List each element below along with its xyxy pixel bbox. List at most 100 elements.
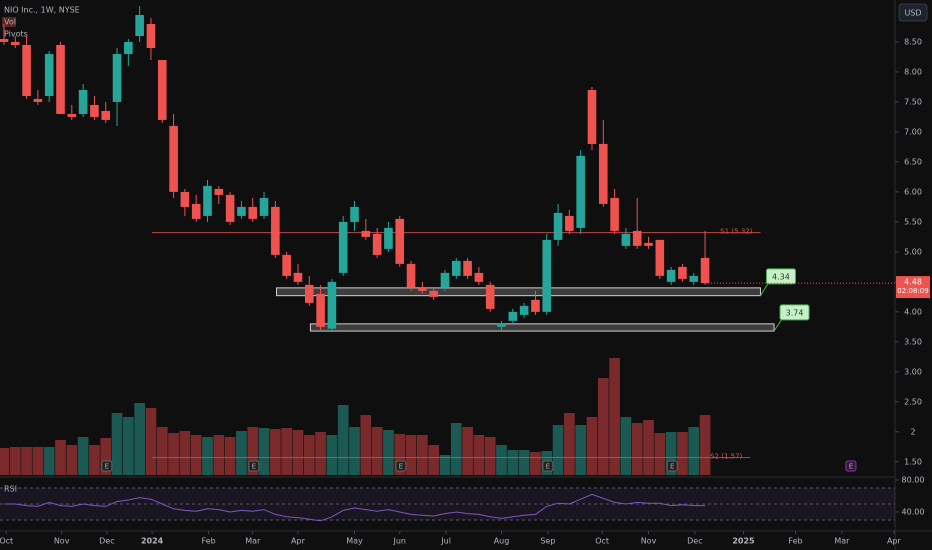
volume-bar <box>43 447 55 475</box>
volume-bar <box>473 435 485 475</box>
volume-bar <box>315 432 326 475</box>
x-tick-label: Oct <box>0 537 13 546</box>
volume-bar <box>100 438 112 475</box>
pivot-label: S1 (5.32) <box>720 228 752 236</box>
candle-body <box>440 272 450 288</box>
candle-body <box>203 185 212 216</box>
volume-bar <box>236 431 247 475</box>
y-tick-label: 8.50 <box>904 37 922 46</box>
candle-body <box>112 53 122 102</box>
candle-body <box>361 230 371 237</box>
candle-body <box>418 287 427 291</box>
volume-bar <box>202 437 213 475</box>
zone-tag <box>779 304 810 321</box>
event-label: E <box>252 463 256 471</box>
volume-bar <box>122 417 134 475</box>
x-tick-label: Mar <box>834 537 850 546</box>
volume-bar <box>609 358 620 475</box>
volume-bar <box>77 437 89 475</box>
candle-body <box>180 191 190 207</box>
indicator-chip <box>2 17 16 27</box>
volume-bar <box>0 448 10 475</box>
volume-bar <box>281 428 293 475</box>
event-label: E <box>849 463 853 471</box>
zone-connector <box>773 318 783 332</box>
candle-body <box>531 299 540 312</box>
candle-body <box>406 263 416 288</box>
rsi-tick-label: 40.00 <box>902 508 925 517</box>
candle-body <box>214 188 224 195</box>
candle-body <box>689 275 699 282</box>
event-marker <box>845 460 857 472</box>
volume-bar <box>507 450 519 475</box>
pivot-label: S2 (1.57) <box>710 453 742 461</box>
candle-body <box>485 284 495 309</box>
rsi-line <box>4 493 706 522</box>
volume-bar <box>258 428 270 475</box>
candle-body <box>576 155 585 228</box>
volume-bar <box>439 455 451 475</box>
y-tick-label: 3.50 <box>904 337 922 346</box>
rsi-tick-label: 80.00 <box>902 476 925 485</box>
candle-body <box>191 203 201 219</box>
candle-body <box>169 125 178 192</box>
event-marker <box>542 460 554 472</box>
event-label: E <box>546 463 550 471</box>
y-tick-label: 7.00 <box>904 127 922 136</box>
x-tick-label: Nov <box>641 537 657 546</box>
currency-label[interactable]: USD <box>904 9 921 18</box>
candle-body <box>271 206 280 255</box>
candle-body <box>621 233 631 246</box>
volume-bar <box>326 435 338 475</box>
volume-bar <box>450 423 462 475</box>
volume-bar <box>66 445 78 475</box>
y-tick-label: 8.00 <box>904 67 922 76</box>
currency-button[interactable] <box>898 3 928 22</box>
volume-bar <box>337 405 349 475</box>
x-tick-label: 2025 <box>732 537 755 546</box>
support-zone <box>275 287 761 297</box>
volume-bar <box>371 427 383 475</box>
chart-title: NIO Inc., 1W, NYSE <box>4 6 80 15</box>
y-tick-label: 2 <box>910 427 915 436</box>
candle-body <box>429 290 438 297</box>
event-marker <box>101 460 113 472</box>
y-tick-label: 1.50 <box>904 457 922 466</box>
volume-bar <box>190 435 202 475</box>
event-marker <box>666 460 678 472</box>
volume-bar <box>89 445 100 475</box>
candle-body <box>474 272 484 282</box>
volume-bar <box>213 435 225 475</box>
candle-body <box>644 242 653 246</box>
candle-body <box>10 41 20 45</box>
candle-body <box>33 98 43 102</box>
candle-body <box>44 53 54 96</box>
y-tick-label: 2.50 <box>904 397 922 406</box>
volume-bar <box>111 413 123 475</box>
volume-bar <box>462 427 473 475</box>
candle-body <box>78 89 88 114</box>
candle-body <box>587 89 597 144</box>
candle-body <box>225 194 235 222</box>
volume-bar <box>168 433 179 475</box>
rsi-label: RSI <box>4 485 17 494</box>
event-label: E <box>105 463 109 471</box>
volume-bar <box>55 440 66 475</box>
candle-body <box>565 215 574 231</box>
y-tick-label: 4.00 <box>904 307 922 316</box>
event-marker <box>395 460 407 472</box>
candle-body <box>0 38 9 42</box>
volume-bar <box>224 437 236 475</box>
x-tick-label: Jun <box>392 537 406 546</box>
zone-tag <box>765 268 796 285</box>
volume-bar <box>247 427 259 475</box>
candle-body <box>655 239 665 276</box>
event-label: E <box>670 463 674 471</box>
volume-bar <box>405 435 417 475</box>
y-tick-label: 6.00 <box>904 187 922 196</box>
x-tick-label: May <box>346 537 363 546</box>
volume-bar <box>21 447 32 475</box>
volume-bar <box>32 447 44 475</box>
volume-bar <box>586 417 598 475</box>
